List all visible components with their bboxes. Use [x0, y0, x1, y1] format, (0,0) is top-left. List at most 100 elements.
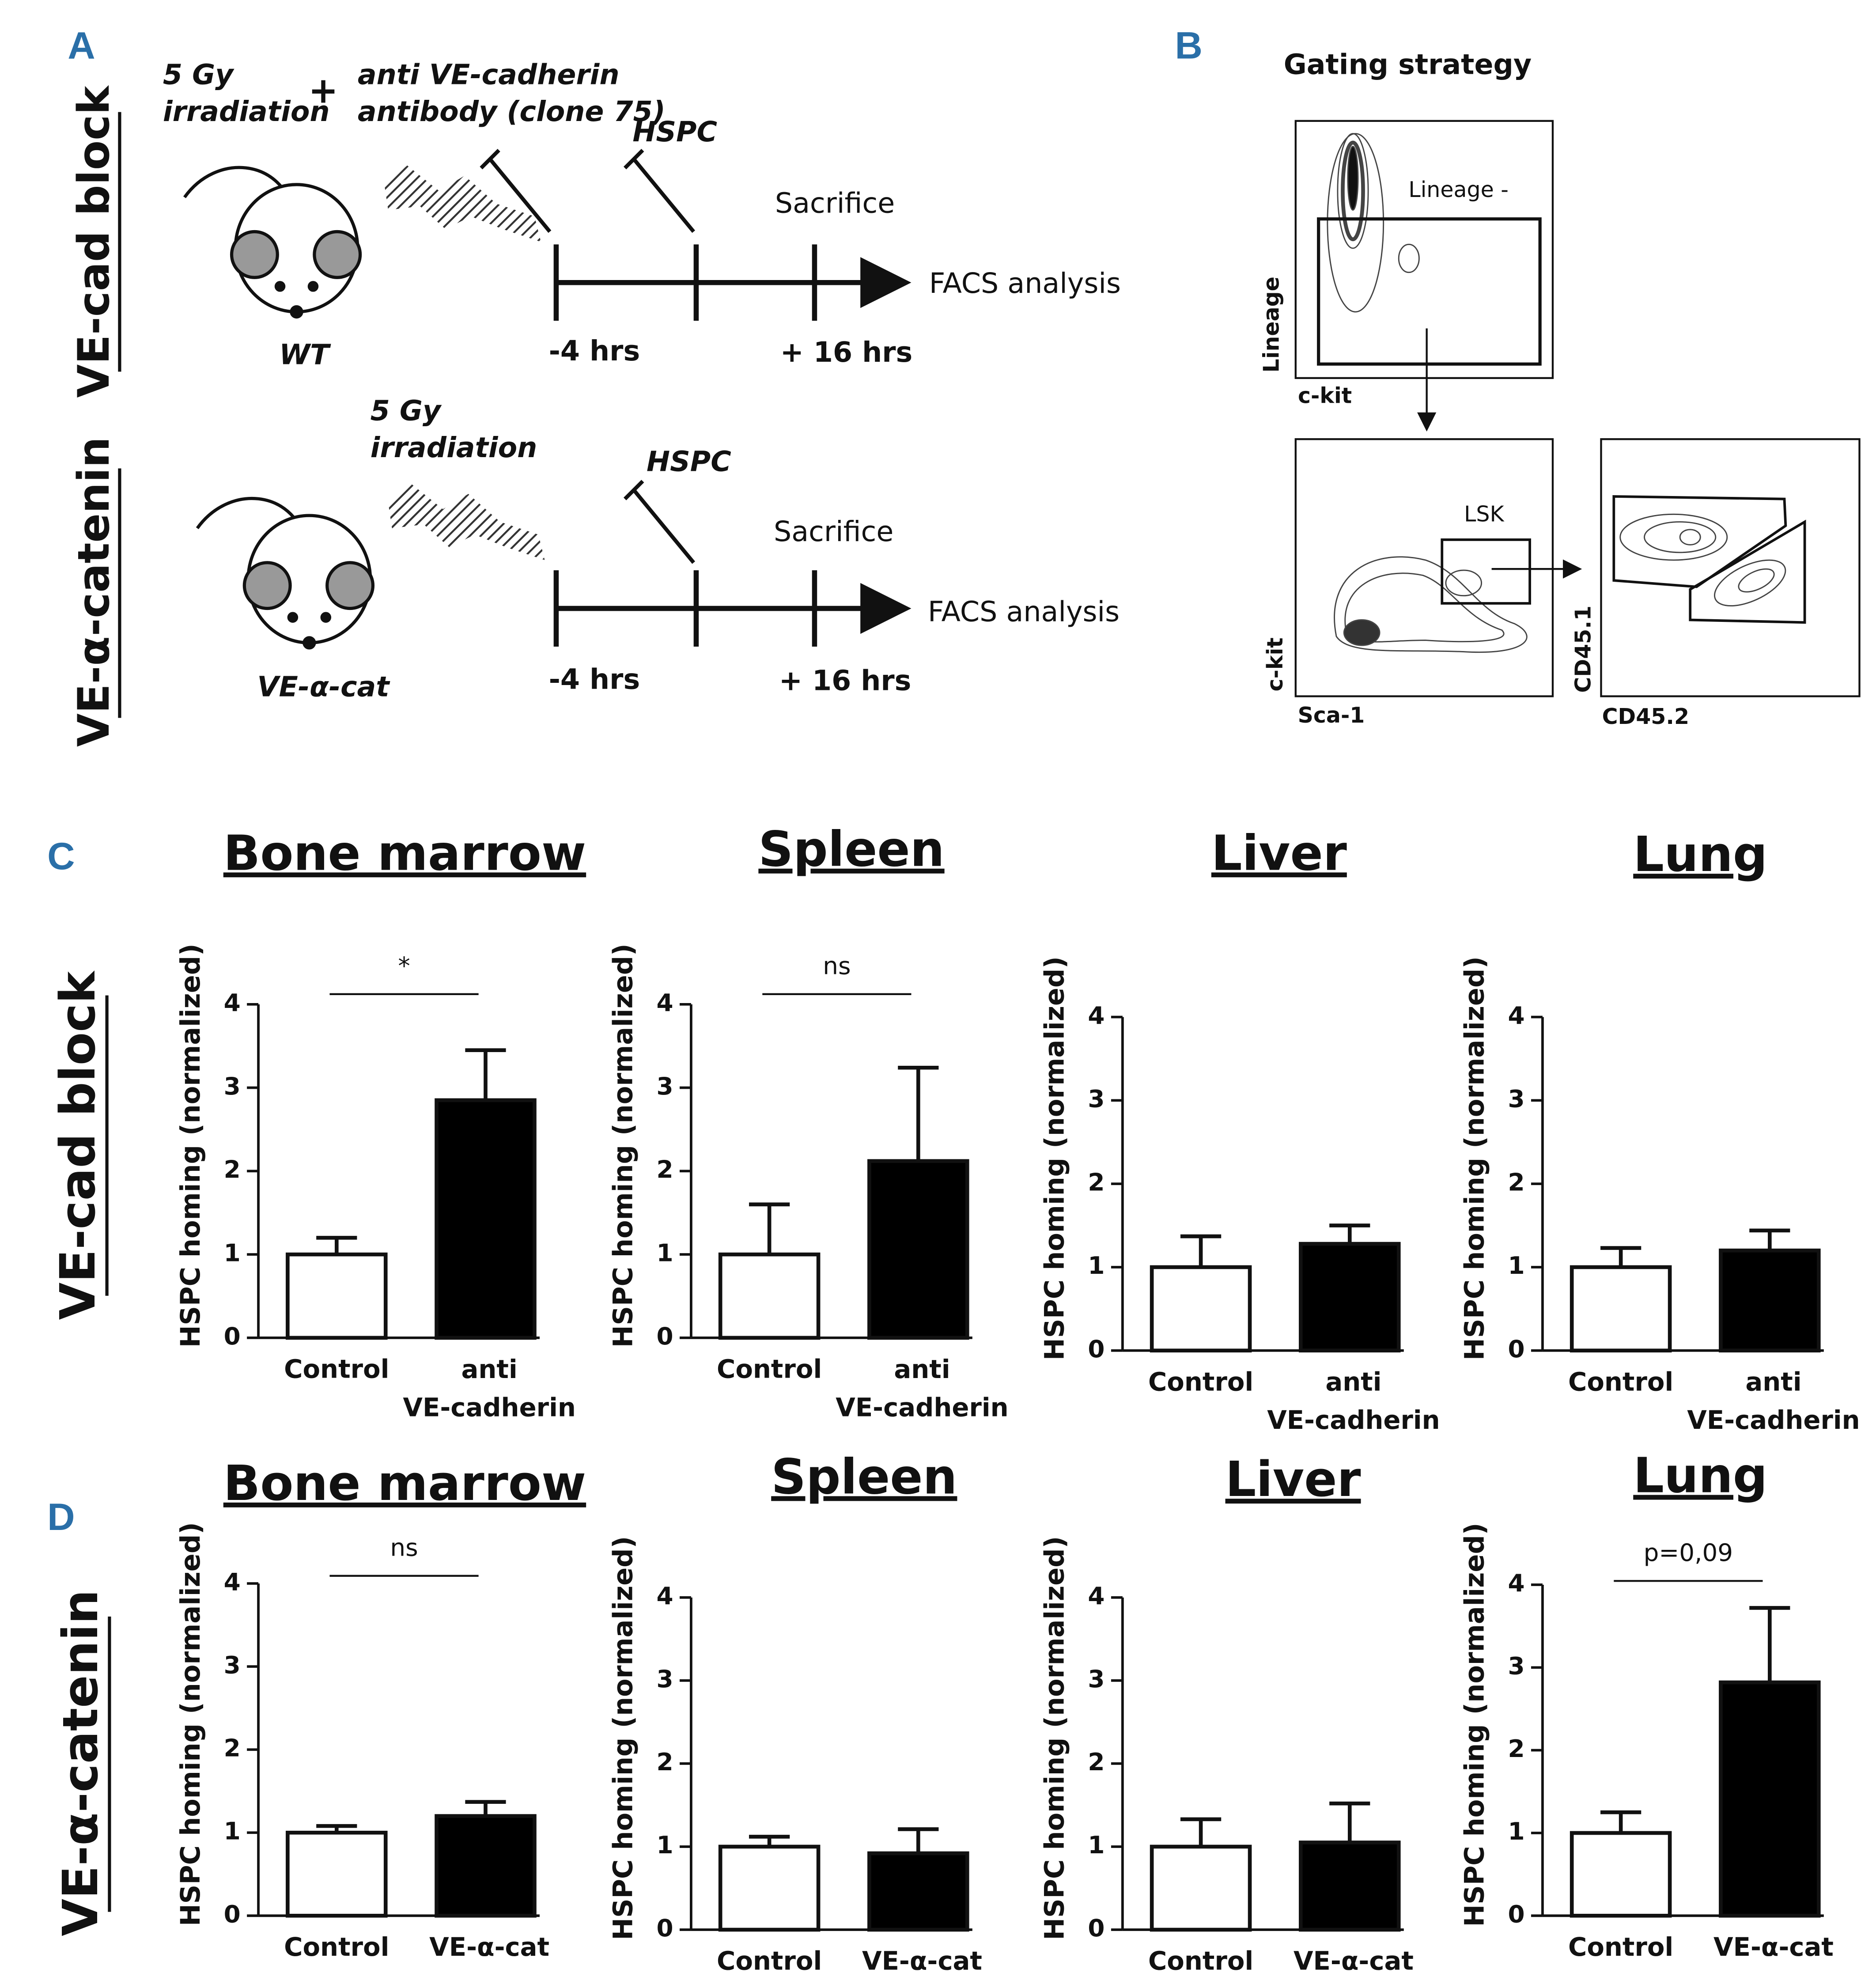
- y-tick-label: 2: [224, 1734, 241, 1762]
- y-tick-label: 4: [224, 988, 241, 1017]
- bar-chart: Spleen HSPC homing (normalized) 0 1 2 3 4 Contr…: [608, 821, 1009, 1422]
- gate-label: LSK: [1464, 502, 1505, 527]
- x-tick-label: Control: [717, 1946, 822, 1976]
- bar-chart: Spleen HSPC homing (normalized) 0 1 2 3 4 Contr…: [608, 1448, 982, 1976]
- mouse-icon: [183, 166, 362, 319]
- label: VE-α-cat: [257, 670, 390, 703]
- bar: [867, 1159, 969, 1340]
- bar: [1719, 1680, 1821, 1918]
- y-axis-label: HSPC homing (normalized): [1460, 1523, 1490, 1927]
- y-tick-label: 3: [1088, 1085, 1104, 1113]
- y-tick-label: 2: [1508, 1168, 1524, 1196]
- chart-title: Lung: [1633, 826, 1767, 882]
- y-tick-label: 3: [656, 1665, 673, 1693]
- y-tick-label: 1: [224, 1817, 241, 1845]
- y-tick-label: 0: [1508, 1900, 1524, 1928]
- x-tick-label: anti VE-cadherin: [836, 1354, 1008, 1422]
- y-tick-label: 3: [1508, 1651, 1524, 1680]
- x-tick-label: anti VE-cadherin: [403, 1354, 575, 1422]
- label: HSPC: [632, 115, 717, 148]
- label: irradiation: [371, 431, 537, 464]
- plot-frame: [1294, 120, 1554, 379]
- y-tick-label: 0: [224, 1900, 241, 1928]
- panel-label: A: [68, 24, 95, 67]
- y-tick-label: 0: [1508, 1335, 1524, 1363]
- y-tick-label: 4: [1088, 1582, 1104, 1610]
- y-axis-label: HSPC homing (normalized): [608, 1536, 639, 1940]
- panel-a: VE-cad block 5 Gy irradiation + anti VE-…: [69, 58, 1121, 398]
- y-tick-label: 4: [656, 1582, 673, 1610]
- y-tick-label: 1: [1088, 1831, 1104, 1859]
- x-tick-label: VE-α-cat: [1294, 1946, 1414, 1976]
- chart-title: Spleen: [771, 1448, 957, 1505]
- y-tick-label: 1: [224, 1238, 241, 1267]
- y-tick-label: 2: [656, 1155, 673, 1184]
- bar: [286, 1252, 388, 1340]
- gate: [1689, 519, 1806, 624]
- significance-label: p=0,09: [1644, 1538, 1733, 1567]
- bar: [286, 1830, 388, 1918]
- plot-frame: [1294, 438, 1554, 697]
- axis-label: c-kit: [1263, 637, 1288, 691]
- x-tick-label: Control: [284, 1932, 389, 1962]
- panel-a-row2: VE-α-catenin 5 Gy irradiation HSPC Sacri…: [69, 394, 1120, 747]
- x-tick-label: Control: [284, 1354, 389, 1384]
- axis-label: Sca-1: [1298, 703, 1365, 728]
- x-tick-label: Control: [1148, 1946, 1253, 1976]
- y-tick-label: 1: [1508, 1817, 1524, 1845]
- x-tick-label: anti VE-cadherin: [1687, 1367, 1860, 1435]
- syringe: [480, 149, 552, 233]
- bar-chart: Bone marrow HSPC homing (normalized) 0 1 2 3 4…: [175, 1455, 586, 1962]
- label: + 16 hrs: [780, 336, 913, 368]
- y-tick-label: 0: [224, 1322, 241, 1350]
- significance-label: *: [398, 951, 410, 980]
- panel-title: Gating strategy: [1284, 48, 1532, 80]
- plus: +: [308, 70, 338, 111]
- bar-chart: Bone marrow HSPC homing (normalized) 0 1 2 3 4…: [175, 825, 586, 1422]
- y-tick-label: 3: [1508, 1085, 1524, 1113]
- bar-chart: Lung HSPC homing (normalized) 0 1 2 3 4 Control…: [1460, 826, 1860, 1435]
- label: antibody (clone 75): [358, 95, 666, 128]
- y-axis-label: HSPC homing (normalized): [175, 1522, 206, 1926]
- y-tick-label: 1: [656, 1238, 673, 1267]
- bar: [1570, 1265, 1672, 1353]
- bar: [718, 1844, 821, 1932]
- panel-label: B: [1175, 24, 1203, 67]
- y-tick-label: 3: [1088, 1665, 1104, 1693]
- y-axis-label: HSPC homing (normalized): [608, 943, 639, 1348]
- irradiation-icon: [384, 165, 541, 242]
- bar: [1299, 1840, 1401, 1932]
- x-tick-label: anti VE-cadherin: [1267, 1367, 1440, 1435]
- y-tick-label: 1: [656, 1831, 673, 1859]
- label: -4 hrs: [549, 663, 640, 695]
- contours: [1619, 513, 1786, 607]
- axis-label: CD45.1: [1571, 606, 1596, 693]
- panel-b: Gating strategy Lineage - Lineage c-kit …: [1259, 48, 1861, 729]
- y-tick-label: 4: [1508, 1001, 1524, 1030]
- y-tick-label: 1: [1088, 1251, 1104, 1280]
- label: FACS analysis: [928, 595, 1120, 628]
- x-tick-label: VE-α-cat: [1713, 1932, 1834, 1962]
- significance-label: ns: [823, 951, 851, 980]
- row-label: VE-cad block: [49, 970, 106, 1320]
- bar: [435, 1814, 537, 1918]
- bar-chart: Liver HSPC homing (normalized) 0 1 2 3 4 Contro…: [1040, 825, 1440, 1435]
- axis-label: CD45.2: [1602, 704, 1689, 729]
- y-tick-label: 2: [1508, 1734, 1524, 1763]
- y-axis-label: HSPC homing (normalized): [1040, 956, 1070, 1360]
- row-label: VE-α-catenin: [69, 437, 119, 747]
- x-tick-label: Control: [1568, 1932, 1673, 1962]
- axis-label: Lineage: [1259, 276, 1284, 372]
- bar-chart: Liver HSPC homing (normalized) 0 1 2 3 4 Contro…: [1040, 1451, 1414, 1976]
- label: 5 Gy: [163, 58, 234, 91]
- panel-label: C: [47, 835, 75, 878]
- panel-label: D: [47, 1496, 75, 1538]
- label: irradiation: [163, 95, 330, 128]
- axis-label: c-kit: [1298, 383, 1352, 409]
- chart-title: Bone marrow: [223, 825, 586, 881]
- gate: [1441, 538, 1531, 605]
- label: 5 Gy: [371, 394, 442, 427]
- contours: [1327, 133, 1420, 313]
